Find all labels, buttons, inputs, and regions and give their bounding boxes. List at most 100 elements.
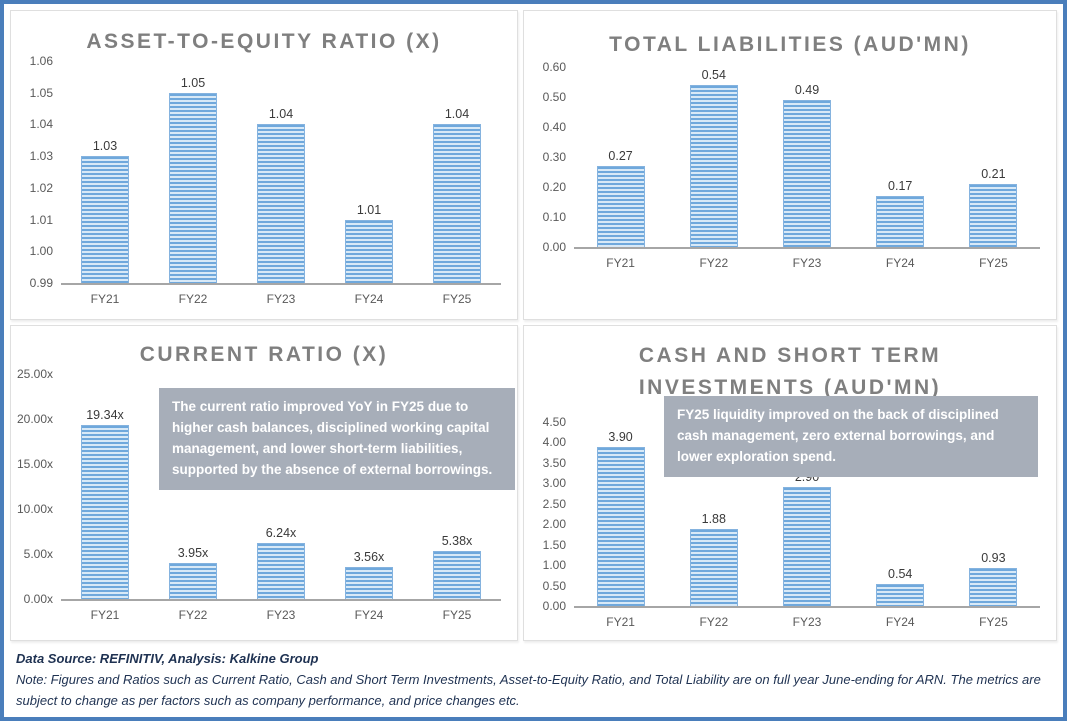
bar-slot-FY24: 0.17 — [854, 67, 947, 247]
y-tick-label: 1.01 — [29, 212, 53, 227]
x-category-label: FY22 — [178, 608, 208, 622]
bar-slot-FY21: 19.34x — [61, 374, 149, 599]
bar-slot-FY25: 0.21 — [947, 67, 1040, 247]
x-category-label: FY24 — [885, 615, 915, 629]
y-tick-label: 0.20 — [542, 180, 566, 194]
bar-slot-FY23: 1.04 — [237, 61, 325, 283]
bar-FY24 — [345, 219, 393, 283]
bar-slot-FY24: 3.56x — [325, 374, 413, 599]
y-tick-label: 0.99 — [29, 276, 53, 290]
y-tick-label: 2.00 — [542, 517, 566, 532]
y-tick-label: 1.05 — [29, 85, 53, 100]
y-tick-label: 10.00x — [16, 502, 53, 516]
bar-value-label: 19.34x — [86, 407, 124, 422]
x-axis-labels: FY21 FY22 FY23 FY24 FY25 — [61, 292, 517, 306]
y-tick-label: 1.00 — [29, 244, 53, 259]
bar-slot-FY24: 0.54 — [854, 422, 947, 606]
plot-area: 0.27 0.54 0.49 0.17 0.21 — [574, 67, 1040, 249]
footer-notes: Data Source: REFINITIV, Analysis: Kalkin… — [10, 641, 1057, 711]
bar-value-label: 0.27 — [608, 149, 633, 163]
chart-body: 0.60 0.50 0.40 0.30 0.20 0.10 0.00 0.27 0.54 0.4… — [524, 60, 1056, 254]
chart-title: CASH AND SHORT TERM INVESTMENTS (AUD'MN) — [638, 344, 942, 399]
bar-FY21 — [81, 156, 129, 283]
chart-title: TOTAL LIABILITIES (AUD'MN) — [609, 33, 971, 56]
bar-value-label: 0.21 — [981, 167, 1006, 181]
chart-panel-cash-and-short-term-investments: CASH AND SHORT TERM INVESTMENTS (AUD'MN)… — [523, 325, 1057, 641]
bar-value-label: 0.54 — [701, 68, 726, 82]
bar-FY24 — [876, 583, 925, 606]
plot-area: 1.03 1.05 1.04 1.01 1.04 — [61, 61, 501, 285]
x-category-label: FY22 — [699, 256, 729, 270]
bar-FY22 — [689, 529, 738, 606]
y-tick-label: 4.00 — [542, 435, 566, 450]
bar-value-label: 0.17 — [888, 179, 913, 193]
annotation-callout: FY25 liquidity improved on the back of d… — [664, 396, 1038, 477]
bar-slot-FY22: 1.88 — [667, 422, 760, 606]
bar-value-label: 6.24x — [265, 525, 297, 540]
y-tick-label: 0.40 — [542, 120, 566, 134]
bar-FY23 — [783, 487, 831, 606]
x-category-label: FY25 — [442, 292, 472, 306]
y-tick-label: 2.50 — [542, 496, 566, 511]
y-axis: 1.06 1.05 1.04 1.03 1.02 1.01 1.00 0.99 — [11, 54, 61, 290]
y-tick-label: 20.00x — [16, 412, 53, 426]
x-category-label: FY25 — [979, 256, 1008, 270]
bar-slot-FY23: 0.49 — [760, 67, 853, 247]
bar-value-label: 5.38x — [441, 533, 473, 548]
bar-FY25 — [969, 184, 1018, 247]
y-tick-label: 4.50 — [542, 415, 566, 429]
bar-slot-FY23: 2.90 — [760, 422, 853, 606]
bar-FY22 — [689, 85, 738, 247]
bar-FY21 — [596, 446, 645, 606]
bar-FY22 — [169, 92, 217, 283]
bar-value-label: 3.90 — [608, 429, 633, 444]
bar-slot-FY21: 0.27 — [574, 67, 667, 247]
bar-FY25 — [969, 567, 1018, 606]
y-tick-label: 0.00 — [542, 240, 566, 254]
chart-body: 25.00x 20.00x 15.00x 10.00x 5.00x 0.00x 19.34… — [11, 367, 517, 606]
bar-FY23 — [257, 124, 305, 283]
x-axis-labels: FY21 FY22 FY23 FY24 FY25 — [574, 615, 1056, 629]
y-tick-label: 1.00 — [542, 558, 566, 573]
x-category-label: FY21 — [606, 615, 635, 629]
bar-slot-FY21: 1.03 — [61, 61, 149, 283]
x-category-label: FY24 — [885, 256, 915, 270]
y-tick-label: 3.00 — [542, 476, 566, 491]
x-category-label: FY21 — [606, 256, 635, 270]
bar-value-label: 1.01 — [356, 202, 382, 217]
y-tick-label: 1.50 — [542, 537, 566, 552]
bar-slot-FY22: 1.05 — [149, 61, 237, 283]
y-tick-label: 15.00x — [16, 457, 53, 471]
bar-FY23 — [783, 100, 831, 247]
y-tick-label: 0.00 — [542, 599, 566, 613]
bar-value-label: 0.49 — [794, 83, 820, 97]
bar-FY24 — [345, 566, 393, 599]
bar-slot-FY22: 3.95x — [149, 374, 237, 599]
bar-value-label: 1.88 — [701, 512, 726, 527]
bar-value-label: 3.56x — [353, 549, 385, 564]
y-tick-label: 0.50 — [542, 578, 566, 593]
bar-slot-FY25: 1.04 — [413, 61, 501, 283]
chart-panel-current-ratio: CURRENT RATIO (X) 25.00x 20.00x 15.00x 10.0… — [10, 325, 518, 641]
data-source-line: Data Source: REFINITIV, Analysis: Kalkin… — [16, 651, 319, 666]
bar-value-label: 1.04 — [444, 107, 470, 122]
bar-slot-FY25: 0.93 — [947, 422, 1040, 606]
x-category-label: FY22 — [699, 615, 729, 629]
y-axis: 4.50 4.00 3.50 3.00 2.50 2.00 1.50 1.00 0.50 0.00 — [524, 415, 574, 613]
chart-body: 4.50 4.00 3.50 3.00 2.50 2.00 1.50 1.00 0.50 0.00… — [524, 415, 1056, 613]
charts-grid: ASSET-TO-EQUITY RATIO (X) 1.06 1.05 1.04 1.… — [10, 10, 1057, 641]
x-category-label: FY23 — [792, 256, 822, 270]
bar-FY22 — [169, 563, 217, 599]
bar-value-label: 1.04 — [268, 107, 294, 122]
bar-FY25 — [433, 550, 481, 599]
bar-FY21 — [596, 166, 645, 247]
x-category-label: FY22 — [178, 292, 208, 306]
y-tick-label: 0.50 — [542, 90, 566, 104]
x-category-label: FY21 — [90, 292, 120, 306]
x-axis-labels: FY21 FY22 FY23 FY24 FY25 — [574, 256, 1056, 270]
chart-title: CURRENT RATIO (X) — [139, 343, 389, 366]
note-line: Note: Figures and Ratios such as Current… — [16, 671, 1041, 708]
y-tick-label: 1.03 — [29, 149, 53, 164]
y-tick-label: 3.50 — [542, 455, 566, 470]
bar-FY23 — [257, 542, 305, 599]
